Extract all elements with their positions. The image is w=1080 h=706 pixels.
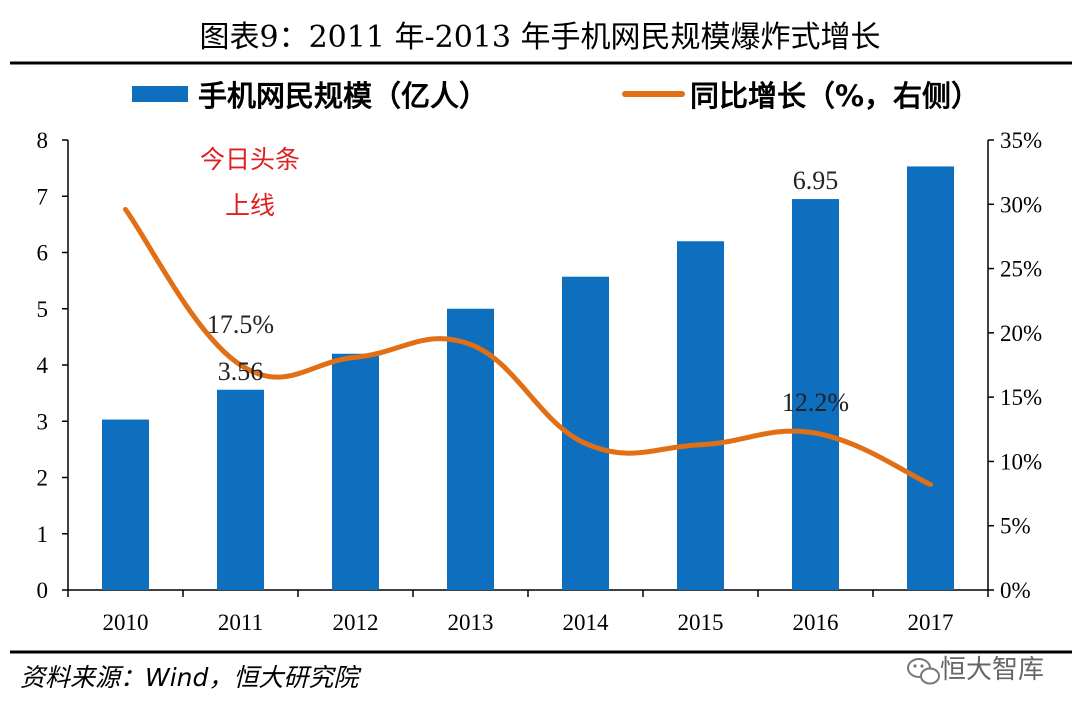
y-left-tick-label: 5: [37, 297, 49, 322]
x-tick-label: 2015: [678, 610, 724, 635]
bar-2015: [677, 241, 724, 590]
y-left-ticks: 0 1 2 3 4 5 6 7 8: [37, 128, 68, 603]
x-tick-label: 2014: [563, 610, 610, 635]
wechat-icon: [907, 658, 940, 685]
y-right-tick-label: 0%: [1000, 578, 1031, 603]
x-tick-label: 2011: [218, 610, 263, 635]
bar-2011: [217, 389, 264, 590]
x-ticks: 2010 2011 2012 2013 2014 2015 2016 2017: [67, 590, 989, 635]
chart-title: 图表9：2011 年-2013 年手机网民规模爆炸式增长: [200, 20, 881, 55]
y-right-tick-label: 10%: [1000, 449, 1042, 474]
bar-series: [102, 166, 954, 590]
y-right-tick-label: 25%: [1000, 257, 1042, 282]
data-label-2: 6.95: [793, 166, 839, 195]
data-labels: 17.5% 3.56 6.95 12.2%: [207, 166, 849, 417]
annotation-line-1: 今日头条: [200, 145, 300, 174]
legend-bar-label: 手机网民规模（亿人）: [198, 79, 488, 113]
x-tick-label: 2012: [333, 610, 379, 635]
x-tick-label: 2017: [908, 610, 954, 635]
x-tick-label: 2013: [448, 610, 494, 635]
legend-bar-swatch: [132, 86, 188, 102]
y-left-tick-label: 6: [37, 241, 49, 266]
data-label-3: 12.2%: [782, 388, 849, 417]
y-right-tick-label: 30%: [1000, 192, 1042, 217]
y-right-tick-label: 15%: [1000, 385, 1042, 410]
watermark-text: 恒大智库: [940, 655, 1044, 685]
data-label-0: 17.5%: [207, 310, 274, 339]
bar-2013: [447, 308, 494, 590]
axes: [67, 140, 989, 591]
y-right-tick-label: 20%: [1000, 321, 1042, 346]
bar-2016: [792, 199, 839, 590]
legend-line-label: 同比增长（%，右侧）: [690, 79, 980, 113]
y-left-tick-label: 2: [37, 466, 49, 491]
y-left-tick-label: 4: [37, 353, 49, 378]
bar-2012: [332, 353, 379, 590]
y-right-ticks: 0% 5% 10% 15% 20% 25% 30% 35%: [988, 128, 1042, 603]
growth-line: [123, 206, 933, 488]
bar-2010: [102, 419, 149, 590]
x-tick-label: 2010: [103, 610, 149, 635]
data-label-1: 3.56: [218, 357, 264, 386]
y-right-tick-label: 35%: [1000, 128, 1042, 153]
watermark: 恒大智库: [907, 655, 1044, 685]
y-left-tick-label: 3: [37, 409, 49, 434]
annotation-line-2: 上线: [225, 191, 275, 220]
y-left-tick-label: 0: [37, 578, 49, 603]
y-left-tick-label: 1: [37, 522, 49, 547]
bar-2017: [907, 166, 954, 590]
source-text: 资料来源：Wind，恒大研究院: [20, 663, 362, 692]
y-left-tick-label: 8: [37, 128, 49, 153]
legend: 手机网民规模（亿人） 同比增长（%，右侧）: [132, 79, 980, 113]
y-left-tick-label: 7: [37, 184, 49, 209]
x-tick-label: 2016: [793, 610, 839, 635]
y-right-tick-label: 5%: [1000, 514, 1031, 539]
